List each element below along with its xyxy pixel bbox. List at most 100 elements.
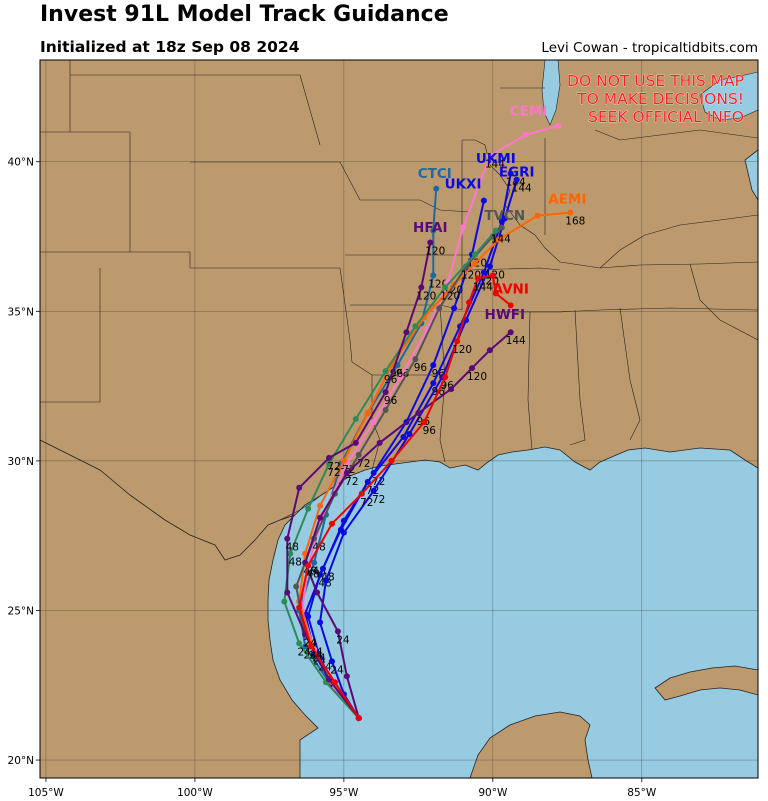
track-point <box>507 329 514 336</box>
track-point <box>376 439 383 446</box>
track-point <box>355 715 362 722</box>
model-tracks: 24 48 72 96 120 24 48 72 96 120 24 48 72 96 120 144 24 72… <box>281 122 585 722</box>
forecast-hour-label: 24 <box>309 649 323 661</box>
track-point <box>358 490 365 497</box>
forecast-hour-label: 168 <box>565 216 585 228</box>
track-point <box>382 389 389 396</box>
track-point <box>480 269 487 276</box>
track-point <box>534 212 541 219</box>
state-borders <box>40 60 758 521</box>
model-label-cemi: CEMI <box>510 103 548 119</box>
track-point <box>466 299 473 306</box>
track-point <box>448 386 455 393</box>
forecast-hour-label: 24 <box>336 634 350 646</box>
track-point <box>471 251 478 258</box>
warning-line-3: SEEK OFFICIAL INFO <box>588 108 744 126</box>
model-label-avni: AVNI <box>493 281 529 297</box>
track-point <box>331 679 338 686</box>
lon-tick-label: 100°W <box>177 787 213 799</box>
track-point <box>323 577 330 584</box>
track-point <box>382 407 389 414</box>
credit-text: Levi Cowan - tropicaltidbits.com <box>541 40 758 56</box>
track-point <box>507 302 514 309</box>
track-point <box>317 502 324 509</box>
track-point <box>340 529 347 536</box>
track-point <box>400 433 407 440</box>
track-point <box>296 604 303 611</box>
track-point <box>317 571 324 578</box>
lake-michigan <box>541 60 561 126</box>
yucatan-land <box>469 711 593 778</box>
lon-tick-label: 85°W <box>627 787 657 799</box>
track-point <box>340 457 347 464</box>
page-title: Invest 91L Model Track Guidance <box>40 2 449 27</box>
forecast-hour-label: 96 <box>384 395 398 407</box>
track-point <box>397 374 404 381</box>
lake-erie-huron <box>699 71 758 121</box>
forecast-hour-label: 72 <box>360 497 373 509</box>
track-point <box>352 439 359 446</box>
track-point <box>284 535 291 542</box>
axis-tick-labels: 105°W 100°W 95°W 90°W 85°W 20°N 25°N 30°N 35°N 40… <box>8 157 657 799</box>
track-point <box>430 272 437 279</box>
lat-lon-grid <box>40 60 758 778</box>
track-point <box>471 260 478 267</box>
track-point <box>328 520 335 527</box>
track-point <box>492 227 499 234</box>
track-point <box>495 236 502 243</box>
forecast-hour-label: 144 <box>512 183 532 195</box>
track-point <box>486 152 493 159</box>
forecast-hour-label: 144 <box>473 281 493 293</box>
map-frame <box>39 59 759 779</box>
track-point <box>436 305 443 312</box>
warning-text: DO NOT USE THIS MAP TO MAKE DECISIONS! S… <box>567 72 745 127</box>
forecast-hour-label: 120 <box>452 344 472 356</box>
track-point <box>364 410 371 417</box>
track-point <box>486 347 493 354</box>
track-point <box>293 583 300 590</box>
model-label-ukmi: UKMI <box>476 151 516 167</box>
track-point <box>567 209 574 216</box>
forecast-hour-label: 72 <box>357 458 370 470</box>
forecast-hour-label: 48 <box>306 569 319 581</box>
lon-tick-label: 105°W <box>28 787 64 799</box>
track-point <box>317 619 324 626</box>
track-point <box>480 197 487 204</box>
lat-tick-label: 20°N <box>8 755 34 767</box>
track-line <box>298 274 512 719</box>
track-point <box>474 275 481 282</box>
track-point <box>507 170 514 177</box>
forecast-hour-label: 96 <box>414 362 428 374</box>
forecast-hour-label: 120 <box>425 245 445 257</box>
track-point <box>427 239 434 246</box>
forecast-hour-label: 144 <box>506 335 526 347</box>
track-point <box>287 550 294 557</box>
track-point <box>281 598 288 605</box>
track-point <box>308 643 315 650</box>
track-point <box>325 676 332 683</box>
track-point <box>498 224 505 231</box>
track-point <box>325 460 332 467</box>
track-point <box>430 227 437 234</box>
track-point <box>501 215 508 222</box>
track-point <box>317 514 324 521</box>
track-point <box>302 643 309 650</box>
track-point <box>314 589 321 596</box>
track-point <box>370 487 377 494</box>
track-point <box>430 362 437 369</box>
track-point <box>430 380 437 387</box>
lon-tick-label: 90°W <box>478 787 508 799</box>
track-point <box>305 505 312 512</box>
track-point <box>343 469 350 476</box>
track-point <box>442 284 449 291</box>
forecast-hour-label: 120 <box>467 371 487 383</box>
track-point <box>555 122 562 129</box>
forecast-hour-label: 48 <box>289 557 302 569</box>
track-point <box>442 374 449 381</box>
forecast-hour-label: 72 <box>327 461 340 473</box>
track-point <box>460 224 467 231</box>
lat-tick-label: 40°N <box>8 157 34 169</box>
track-point <box>418 284 425 291</box>
track-point <box>370 418 377 425</box>
